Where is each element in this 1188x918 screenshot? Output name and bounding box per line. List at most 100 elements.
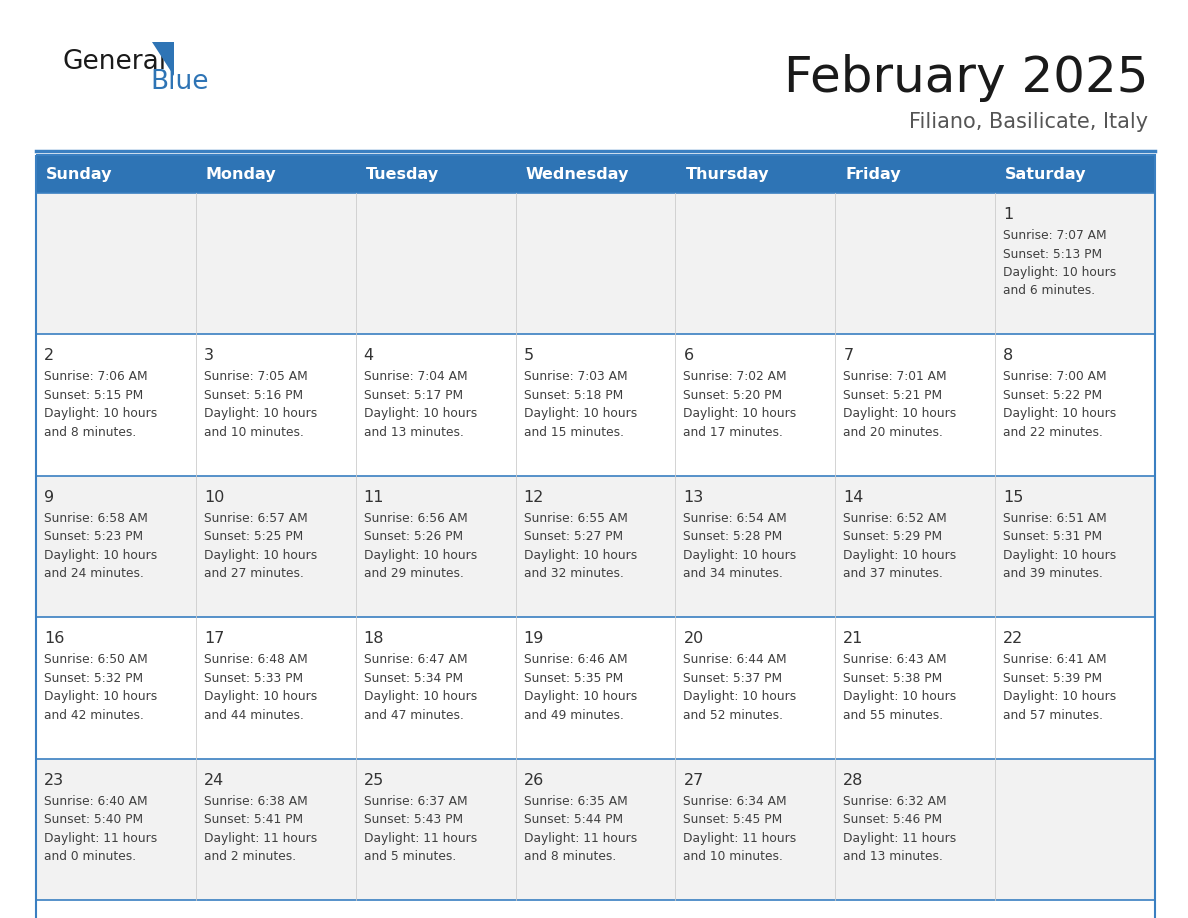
Bar [516, 334, 676, 476]
Text: Wednesday: Wednesday [525, 166, 628, 182]
Text: Sunrise: 7:05 AM: Sunrise: 7:05 AM [204, 370, 308, 384]
Text: 6: 6 [683, 349, 694, 364]
Text: Sunrise: 7:03 AM: Sunrise: 7:03 AM [524, 370, 627, 384]
Text: Sunrise: 7:07 AM: Sunrise: 7:07 AM [1003, 229, 1107, 242]
Text: and 17 minutes.: and 17 minutes. [683, 426, 783, 439]
Text: and 24 minutes.: and 24 minutes. [44, 567, 144, 580]
Text: Sunrise: 6:40 AM: Sunrise: 6:40 AM [44, 795, 147, 808]
Text: Sunset: 5:23 PM: Sunset: 5:23 PM [44, 531, 143, 543]
Text: Daylight: 10 hours: Daylight: 10 hours [364, 690, 476, 703]
Text: and 44 minutes.: and 44 minutes. [204, 709, 304, 722]
Text: Sunrise: 6:52 AM: Sunrise: 6:52 AM [843, 512, 947, 525]
Text: and 52 minutes.: and 52 minutes. [683, 709, 783, 722]
Bar [996, 334, 1155, 476]
Text: and 34 minutes.: and 34 minutes. [683, 567, 783, 580]
Bar [36, 758, 196, 900]
Bar [835, 334, 996, 476]
Bar [196, 476, 355, 617]
Text: 9: 9 [44, 490, 55, 505]
Text: Thursday: Thursday [685, 166, 769, 182]
Text: 11: 11 [364, 490, 384, 505]
Bar [835, 758, 996, 900]
Text: and 37 minutes.: and 37 minutes. [843, 567, 943, 580]
Text: Daylight: 10 hours: Daylight: 10 hours [843, 690, 956, 703]
Text: Daylight: 10 hours: Daylight: 10 hours [204, 549, 317, 562]
Text: Sunrise: 6:41 AM: Sunrise: 6:41 AM [1003, 654, 1107, 666]
Bar [516, 193, 676, 334]
Text: Sunrise: 6:56 AM: Sunrise: 6:56 AM [364, 512, 467, 525]
Text: Sunset: 5:38 PM: Sunset: 5:38 PM [843, 672, 942, 685]
Bar [36, 334, 196, 476]
Text: Sunset: 5:27 PM: Sunset: 5:27 PM [524, 531, 623, 543]
Text: Sunrise: 7:00 AM: Sunrise: 7:00 AM [1003, 370, 1107, 384]
Text: Daylight: 10 hours: Daylight: 10 hours [364, 408, 476, 420]
Text: Daylight: 10 hours: Daylight: 10 hours [44, 690, 157, 703]
Text: Sunset: 5:31 PM: Sunset: 5:31 PM [1003, 531, 1102, 543]
Text: Sunset: 5:15 PM: Sunset: 5:15 PM [44, 389, 144, 402]
Text: and 8 minutes.: and 8 minutes. [524, 850, 615, 863]
Text: 13: 13 [683, 490, 703, 505]
Text: Sunset: 5:17 PM: Sunset: 5:17 PM [364, 389, 463, 402]
Text: Daylight: 10 hours: Daylight: 10 hours [1003, 690, 1117, 703]
Text: 16: 16 [44, 632, 64, 646]
Text: Sunset: 5:35 PM: Sunset: 5:35 PM [524, 672, 623, 685]
Text: Sunset: 5:43 PM: Sunset: 5:43 PM [364, 813, 463, 826]
Text: and 57 minutes.: and 57 minutes. [1003, 709, 1104, 722]
Text: Sunset: 5:34 PM: Sunset: 5:34 PM [364, 672, 463, 685]
Text: 10: 10 [204, 490, 225, 505]
Text: 28: 28 [843, 773, 864, 788]
Text: 23: 23 [44, 773, 64, 788]
Text: and 55 minutes.: and 55 minutes. [843, 709, 943, 722]
Text: 18: 18 [364, 632, 384, 646]
Text: Sunrise: 6:51 AM: Sunrise: 6:51 AM [1003, 512, 1107, 525]
Text: and 42 minutes.: and 42 minutes. [44, 709, 144, 722]
Text: Sunset: 5:39 PM: Sunset: 5:39 PM [1003, 672, 1102, 685]
Text: Daylight: 10 hours: Daylight: 10 hours [524, 549, 637, 562]
Text: 22: 22 [1003, 632, 1023, 646]
Text: Sunset: 5:21 PM: Sunset: 5:21 PM [843, 389, 942, 402]
Text: 12: 12 [524, 490, 544, 505]
Bar [676, 193, 835, 334]
Text: Sunrise: 6:50 AM: Sunrise: 6:50 AM [44, 654, 147, 666]
Text: Sunset: 5:37 PM: Sunset: 5:37 PM [683, 672, 783, 685]
Text: Sunset: 5:44 PM: Sunset: 5:44 PM [524, 813, 623, 826]
Text: Daylight: 10 hours: Daylight: 10 hours [683, 690, 797, 703]
Bar [516, 617, 676, 758]
Text: Daylight: 10 hours: Daylight: 10 hours [524, 408, 637, 420]
Text: 21: 21 [843, 632, 864, 646]
Text: Daylight: 11 hours: Daylight: 11 hours [683, 832, 797, 845]
Text: Sunset: 5:29 PM: Sunset: 5:29 PM [843, 531, 942, 543]
Text: and 10 minutes.: and 10 minutes. [683, 850, 783, 863]
Text: Daylight: 10 hours: Daylight: 10 hours [204, 408, 317, 420]
Text: Sunrise: 6:43 AM: Sunrise: 6:43 AM [843, 654, 947, 666]
Text: Daylight: 10 hours: Daylight: 10 hours [44, 408, 157, 420]
Text: and 0 minutes.: and 0 minutes. [44, 850, 137, 863]
Text: 2: 2 [44, 349, 55, 364]
Text: 7: 7 [843, 349, 853, 364]
Text: Sunset: 5:46 PM: Sunset: 5:46 PM [843, 813, 942, 826]
Text: and 5 minutes.: and 5 minutes. [364, 850, 456, 863]
Text: and 47 minutes.: and 47 minutes. [364, 709, 463, 722]
Text: Sunday: Sunday [46, 166, 113, 182]
Text: and 29 minutes.: and 29 minutes. [364, 567, 463, 580]
Bar [835, 193, 996, 334]
Text: Daylight: 11 hours: Daylight: 11 hours [364, 832, 476, 845]
Bar [835, 617, 996, 758]
Bar [996, 617, 1155, 758]
Bar [36, 476, 196, 617]
Text: Sunset: 5:40 PM: Sunset: 5:40 PM [44, 813, 143, 826]
Text: Sunrise: 6:34 AM: Sunrise: 6:34 AM [683, 795, 788, 808]
Bar [676, 758, 835, 900]
Text: Sunrise: 6:55 AM: Sunrise: 6:55 AM [524, 512, 627, 525]
Bar [355, 758, 516, 900]
Text: Daylight: 11 hours: Daylight: 11 hours [524, 832, 637, 845]
Text: Tuesday: Tuesday [366, 166, 438, 182]
Text: and 8 minutes.: and 8 minutes. [44, 426, 137, 439]
Text: Sunrise: 7:01 AM: Sunrise: 7:01 AM [843, 370, 947, 384]
Text: and 39 minutes.: and 39 minutes. [1003, 567, 1102, 580]
Text: Daylight: 10 hours: Daylight: 10 hours [843, 549, 956, 562]
Text: Sunset: 5:18 PM: Sunset: 5:18 PM [524, 389, 623, 402]
Bar [196, 617, 355, 758]
Text: Daylight: 11 hours: Daylight: 11 hours [204, 832, 317, 845]
Text: Sunrise: 6:48 AM: Sunrise: 6:48 AM [204, 654, 308, 666]
